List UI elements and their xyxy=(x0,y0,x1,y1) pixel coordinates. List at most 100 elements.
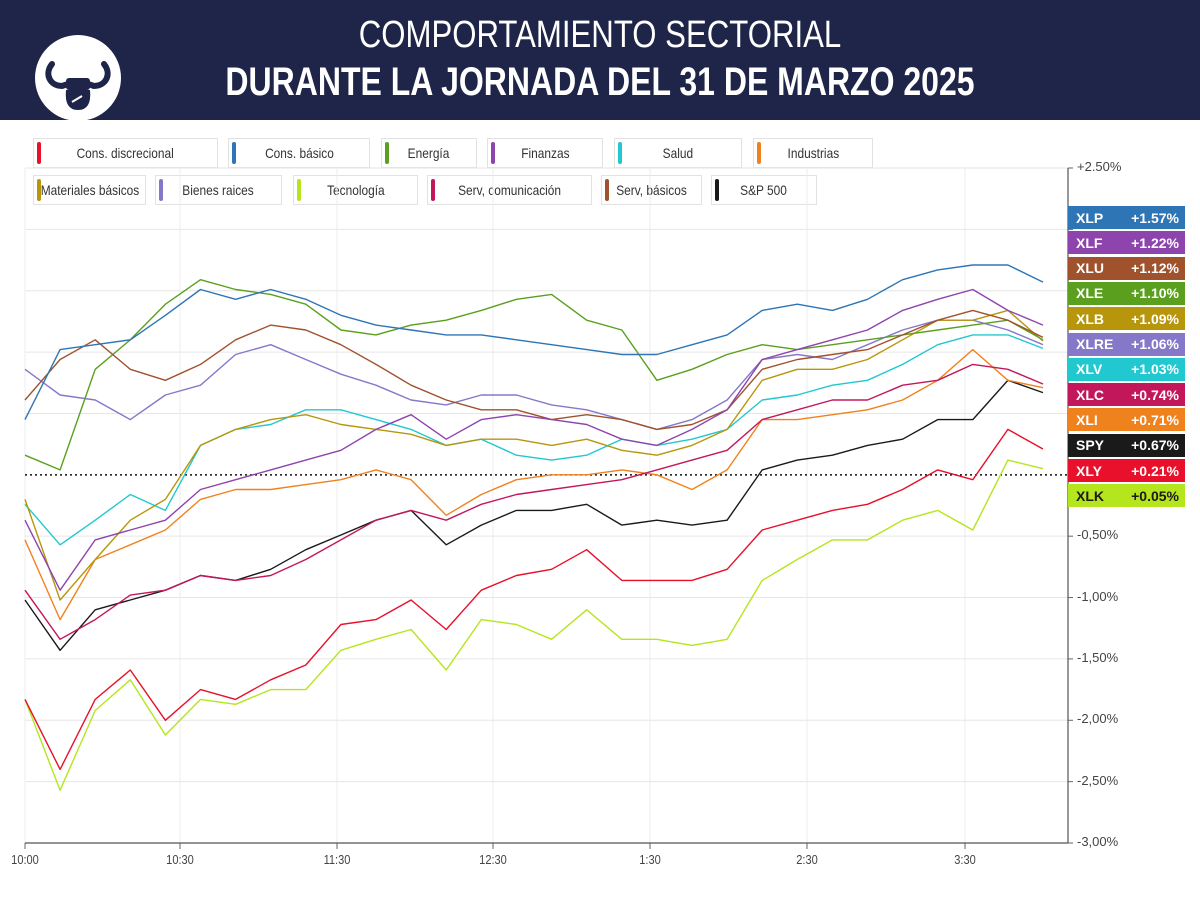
y-tick-label: -2,50% xyxy=(1077,772,1119,788)
y-tick-label: -1,50% xyxy=(1077,649,1119,665)
series-line-xlb xyxy=(24,309,1044,601)
final-change: +0.71% xyxy=(1131,411,1179,428)
legend-item[interactable]: Finanzas xyxy=(487,138,603,168)
ticker: XLB xyxy=(1076,310,1104,327)
end-label-xlc: XLC +0.74% xyxy=(1068,383,1185,407)
legend-label: Energía xyxy=(408,145,450,161)
x-tick-label: 10:00 xyxy=(11,852,39,867)
final-change: +0.67% xyxy=(1131,437,1179,454)
ticker: SPY xyxy=(1076,437,1105,454)
series-line-spy xyxy=(24,379,1044,651)
y-tick-label: -2,00% xyxy=(1077,711,1119,727)
x-tick-label: 12:30 xyxy=(479,852,507,867)
end-label-xle: XLE +1.10% xyxy=(1068,281,1185,305)
ticker: XLU xyxy=(1076,260,1104,277)
x-tick-label: 2:30 xyxy=(796,852,818,867)
legend-color-swatch xyxy=(297,179,301,201)
legend-color-swatch xyxy=(605,179,609,201)
legend-item[interactable]: Serv, comunicación xyxy=(427,175,592,205)
legend-label: Cons. discrecional xyxy=(76,145,175,161)
final-change: +1.06% xyxy=(1131,336,1179,352)
end-label-xlb: XLB +1.09% xyxy=(1068,307,1185,331)
y-tick-label: +2.50% xyxy=(1077,159,1122,174)
x-tick-label: 1:30 xyxy=(639,852,661,867)
legend-item[interactable]: Salud xyxy=(614,138,742,168)
legend-item[interactable]: Cons. discrecional xyxy=(33,138,218,168)
legend-color-swatch xyxy=(37,142,41,164)
end-label-xlv: XLV +1.03% xyxy=(1068,357,1185,381)
series-line-xlp xyxy=(24,264,1044,420)
end-label-xly: XLY +0.21% xyxy=(1068,459,1185,482)
x-tick-label: 10:30 xyxy=(166,852,194,867)
end-label-xlu: XLU +1.12% xyxy=(1068,256,1185,280)
legend-label: S&P 500 xyxy=(740,182,788,198)
final-change: +1.09% xyxy=(1131,310,1179,327)
ticker: XLE xyxy=(1076,285,1104,302)
ticker: XLC xyxy=(1076,386,1104,403)
legend-color-swatch xyxy=(37,179,41,201)
legend-color-swatch xyxy=(159,179,163,201)
ticker: XLK xyxy=(1076,487,1104,504)
legend-label: Bienes raices xyxy=(182,182,255,198)
legend-item[interactable]: Industrias xyxy=(753,138,873,168)
legend-item[interactable]: Bienes raices xyxy=(155,175,282,205)
legend-label: Cons. básico xyxy=(264,145,334,161)
legend-color-swatch xyxy=(715,179,719,201)
final-change: +0.05% xyxy=(1131,487,1179,504)
y-tick-label: -0,50% xyxy=(1077,527,1119,543)
end-label-xlk: XLK +0.05% xyxy=(1068,484,1185,508)
legend-color-swatch xyxy=(431,179,435,201)
series-line-xly xyxy=(24,428,1044,771)
final-change: +0.21% xyxy=(1131,462,1179,479)
x-tick-label: 11:30 xyxy=(323,852,351,867)
ticker: XLF xyxy=(1076,234,1103,251)
series-line-xlre xyxy=(24,319,1044,431)
end-label-spy: SPY +0.67% xyxy=(1068,433,1185,457)
final-change: +1.12% xyxy=(1131,260,1179,277)
x-tick-label: 3:30 xyxy=(954,852,976,867)
bull-fist-logo-icon xyxy=(35,35,121,121)
legend-item[interactable]: Tecnología xyxy=(293,175,418,205)
ticker: XLV xyxy=(1076,361,1103,378)
final-change: +1.57% xyxy=(1131,209,1179,226)
ticker: XLRE xyxy=(1076,336,1114,352)
final-change: +1.10% xyxy=(1131,285,1179,302)
legend-color-swatch xyxy=(232,142,236,164)
end-label-xli: XLI +0.71% xyxy=(1068,408,1185,432)
series-line-xlv xyxy=(24,334,1044,546)
ticker: XLY xyxy=(1076,462,1102,479)
legend-label: Salud xyxy=(662,145,694,161)
legend-label: Materiales básicos xyxy=(40,182,139,198)
legend-label: Finanzas xyxy=(520,145,570,161)
legend-color-swatch xyxy=(491,142,495,164)
header-banner: COMPORTAMIENTO SECTORIAL DURANTE LA JORN… xyxy=(0,0,1200,121)
legend-label: Tecnología xyxy=(326,182,385,198)
series-line-xlk xyxy=(24,459,1044,791)
legend-color-swatch xyxy=(618,142,622,164)
series-line-xli xyxy=(24,348,1044,621)
end-label-xlf: XLF +1.22% xyxy=(1068,231,1185,255)
legend-item[interactable]: Serv, básicos xyxy=(601,175,702,205)
title-line-2: DURANTE LA JORNADA DEL 31 DE MARZO 2025 xyxy=(225,60,975,104)
legend-label: Serv, comunicación xyxy=(458,182,561,198)
final-change: +1.03% xyxy=(1131,361,1179,378)
legend-label: Industrias xyxy=(787,145,839,161)
series-line-xlc xyxy=(24,363,1044,640)
legend-color-swatch xyxy=(385,142,389,164)
y-tick-label: -3,00% xyxy=(1077,834,1119,849)
legend-color-swatch xyxy=(757,142,761,164)
ticker: XLP xyxy=(1076,209,1104,226)
series-line-xlf xyxy=(24,288,1044,591)
y-tick-label: -1,00% xyxy=(1077,588,1119,604)
legend-item[interactable]: Materiales básicos xyxy=(33,175,146,205)
legend-item[interactable]: Cons. básico xyxy=(228,138,370,168)
series-line-xle xyxy=(24,279,1044,471)
final-change: +0.74% xyxy=(1131,386,1179,403)
final-change: +1.22% xyxy=(1131,234,1179,251)
end-label-xlre: XLRE +1.06% xyxy=(1068,332,1185,356)
legend-label: Serv, básicos xyxy=(616,182,687,198)
legend-item[interactable]: S&P 500 xyxy=(711,175,817,205)
series-line-xlu xyxy=(24,309,1044,431)
title-line-1: COMPORTAMIENTO SECTORIAL xyxy=(358,14,842,56)
